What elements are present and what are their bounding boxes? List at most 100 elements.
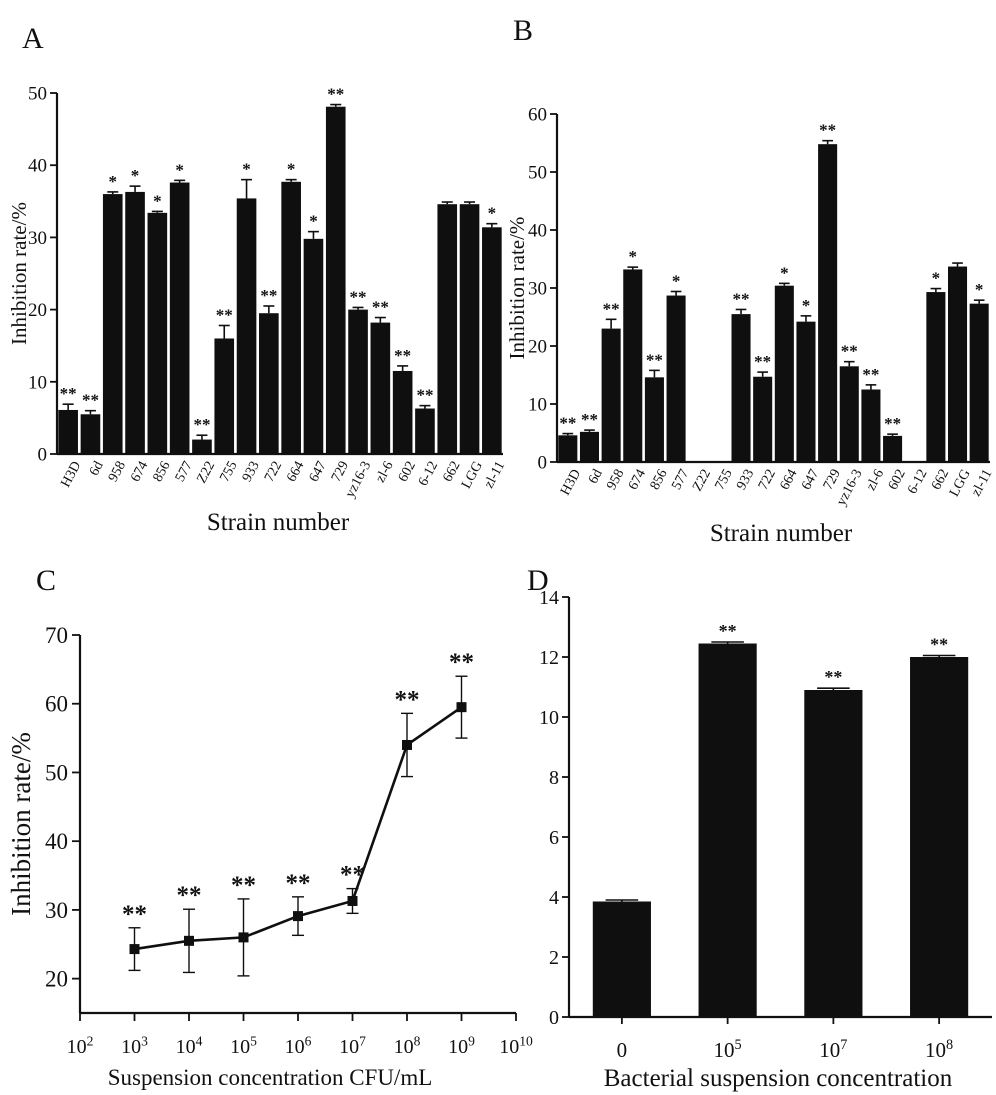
bar [125,191,145,454]
significance-mark: ** [193,415,210,434]
x-tick-label: 958 [604,467,627,493]
significance-mark: ** [177,882,202,909]
y-axis-label: Inhibition rate/% [505,217,529,360]
y-tick-label: 20 [45,967,68,992]
bar [926,292,946,462]
bar [774,285,794,462]
bar [482,227,502,454]
significance-mark: ** [581,410,598,429]
y-tick-label: 20 [28,300,47,321]
y-tick-label: 10 [528,394,547,415]
data-point [347,895,358,906]
significance-mark: ** [824,667,842,687]
bar [415,408,435,454]
x-tick-label: LGG [947,467,974,499]
bar [666,295,686,462]
data-point [293,911,303,922]
significance-mark: * [309,212,318,231]
x-tick-label: H3D [58,459,84,490]
x-tick-label-exp: 2 [87,1033,94,1048]
bar [459,204,480,454]
significance-mark: ** [754,352,771,371]
x-tick-label-base: 10 [67,1036,87,1058]
significance-mark: ** [862,365,879,384]
x-tick-label-base: 10 [121,1036,141,1058]
significance-mark: ** [60,384,77,403]
x-tick-label-exp: 9 [468,1033,475,1048]
bar [753,376,773,462]
significance-mark: ** [646,350,663,369]
bar [839,366,859,462]
significance-mark: ** [327,85,344,104]
bar [558,435,578,462]
y-tick-label: 2 [549,947,559,969]
y-tick-label: 30 [528,278,547,299]
x-tick-label-base: 10 [394,1036,414,1058]
x-tick-label: zl-11 [969,467,996,499]
y-tick-label: 20 [528,336,547,357]
significance-mark: ** [394,346,411,365]
panel-label-c: C [36,564,56,597]
data-point [402,739,412,750]
y-tick-label: 60 [528,104,547,125]
bar [370,322,391,454]
significance-mark: * [932,269,941,288]
y-tick-label: 0 [38,444,48,465]
x-tick-label-exp: 4 [196,1033,203,1048]
x-tick-label: 722 [262,459,285,485]
x-tick-label-base: 10 [339,1036,359,1058]
x-tick-label: zl-6 [864,467,887,493]
significance-mark: * [629,247,638,266]
x-tick-label: 6-12 [416,459,441,489]
bar [80,414,101,454]
panel-label-b: B [513,14,533,47]
x-axis-label: Strain number [710,520,853,547]
significance-mark: ** [286,870,311,897]
y-tick-label: 40 [45,829,68,854]
x-tick-label: 102 [67,1033,94,1058]
y-axis-label: Inhibition rate/% [6,732,36,916]
significance-mark: ** [884,414,901,433]
significance-mark: * [672,271,681,290]
y-tick-label: 14 [539,587,559,609]
significance-mark: ** [733,289,750,308]
y-tick-label: 10 [539,707,559,729]
y-tick-label: 0 [549,1007,559,1029]
y-tick-label: 10 [28,372,47,393]
significance-mark: * [488,204,497,223]
bar [437,204,458,454]
x-tick-label-base: 10 [176,1036,196,1058]
bar [910,657,969,1017]
bar [947,266,968,462]
panel-a-chart: 01020304050**H3D**6d*958*674*856*577**Z2… [7,83,508,536]
significance-mark: ** [819,121,836,140]
x-tick-label-exp: 10 [519,1033,533,1048]
significance-mark: * [109,172,118,191]
x-tick-label-exp: 5 [735,1037,742,1053]
y-tick-label: 30 [45,898,68,923]
bar [102,194,123,454]
x-tick-label: 0 [617,1038,628,1062]
x-tick-label: 664 [778,467,801,493]
x-tick-label: 856 [151,459,174,485]
x-tick-label-exp: 7 [359,1033,366,1048]
x-tick-label: 103 [121,1033,148,1058]
bar [579,431,600,462]
significance-mark: ** [372,298,389,317]
significance-mark: ** [930,635,948,655]
bar [58,409,78,454]
x-tick-label: LGG [459,459,486,491]
x-tick-label: 105 [230,1033,257,1058]
y-tick-label: 8 [549,767,559,789]
x-axis-label: Bacterial suspension concentration [604,1065,953,1092]
y-tick-label: 40 [528,220,547,241]
x-tick-label: 106 [285,1033,312,1058]
x-tick-label-exp: 3 [141,1033,148,1048]
significance-mark: * [153,191,162,210]
significance-mark: ** [719,621,737,641]
x-tick-label: 755 [713,467,736,493]
bar [325,106,346,454]
significance-mark: * [287,160,296,179]
x-tick-label: 108 [925,1037,953,1062]
